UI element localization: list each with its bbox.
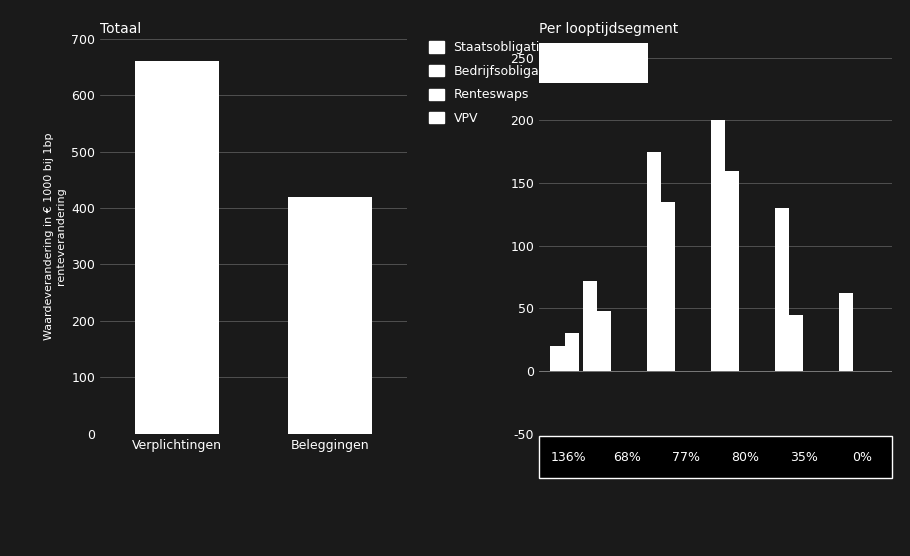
Legend: Staatsobligaties, Bedrijfsobligaties, Renteswaps, VPV: Staatsobligaties, Bedrijfsobligaties, Re… (429, 41, 562, 125)
Text: Per looptijdsegment: Per looptijdsegment (539, 22, 678, 36)
Bar (135, 62, 219, 434)
Bar (647, 152, 661, 371)
Bar (725, 171, 739, 371)
Bar (551, 346, 564, 371)
Bar (789, 315, 804, 371)
Text: 0%: 0% (853, 451, 873, 464)
Bar (582, 281, 597, 371)
Text: 35%: 35% (790, 451, 817, 464)
Y-axis label: Waardeverandering in € 1000 bij 1bp
renteverandering: Waardeverandering in € 1000 bij 1bp rent… (44, 132, 66, 340)
Text: 136%: 136% (551, 451, 586, 464)
Bar (288, 197, 372, 434)
Text: Totaal: Totaal (100, 22, 141, 36)
Bar (775, 208, 789, 371)
Bar (661, 202, 675, 371)
Bar (597, 311, 611, 371)
Bar (711, 121, 725, 371)
Bar (532, 43, 648, 83)
Bar (564, 334, 579, 371)
Text: 77%: 77% (672, 451, 700, 464)
Bar (839, 294, 854, 371)
Text: 80%: 80% (731, 451, 759, 464)
Text: 68%: 68% (613, 451, 641, 464)
